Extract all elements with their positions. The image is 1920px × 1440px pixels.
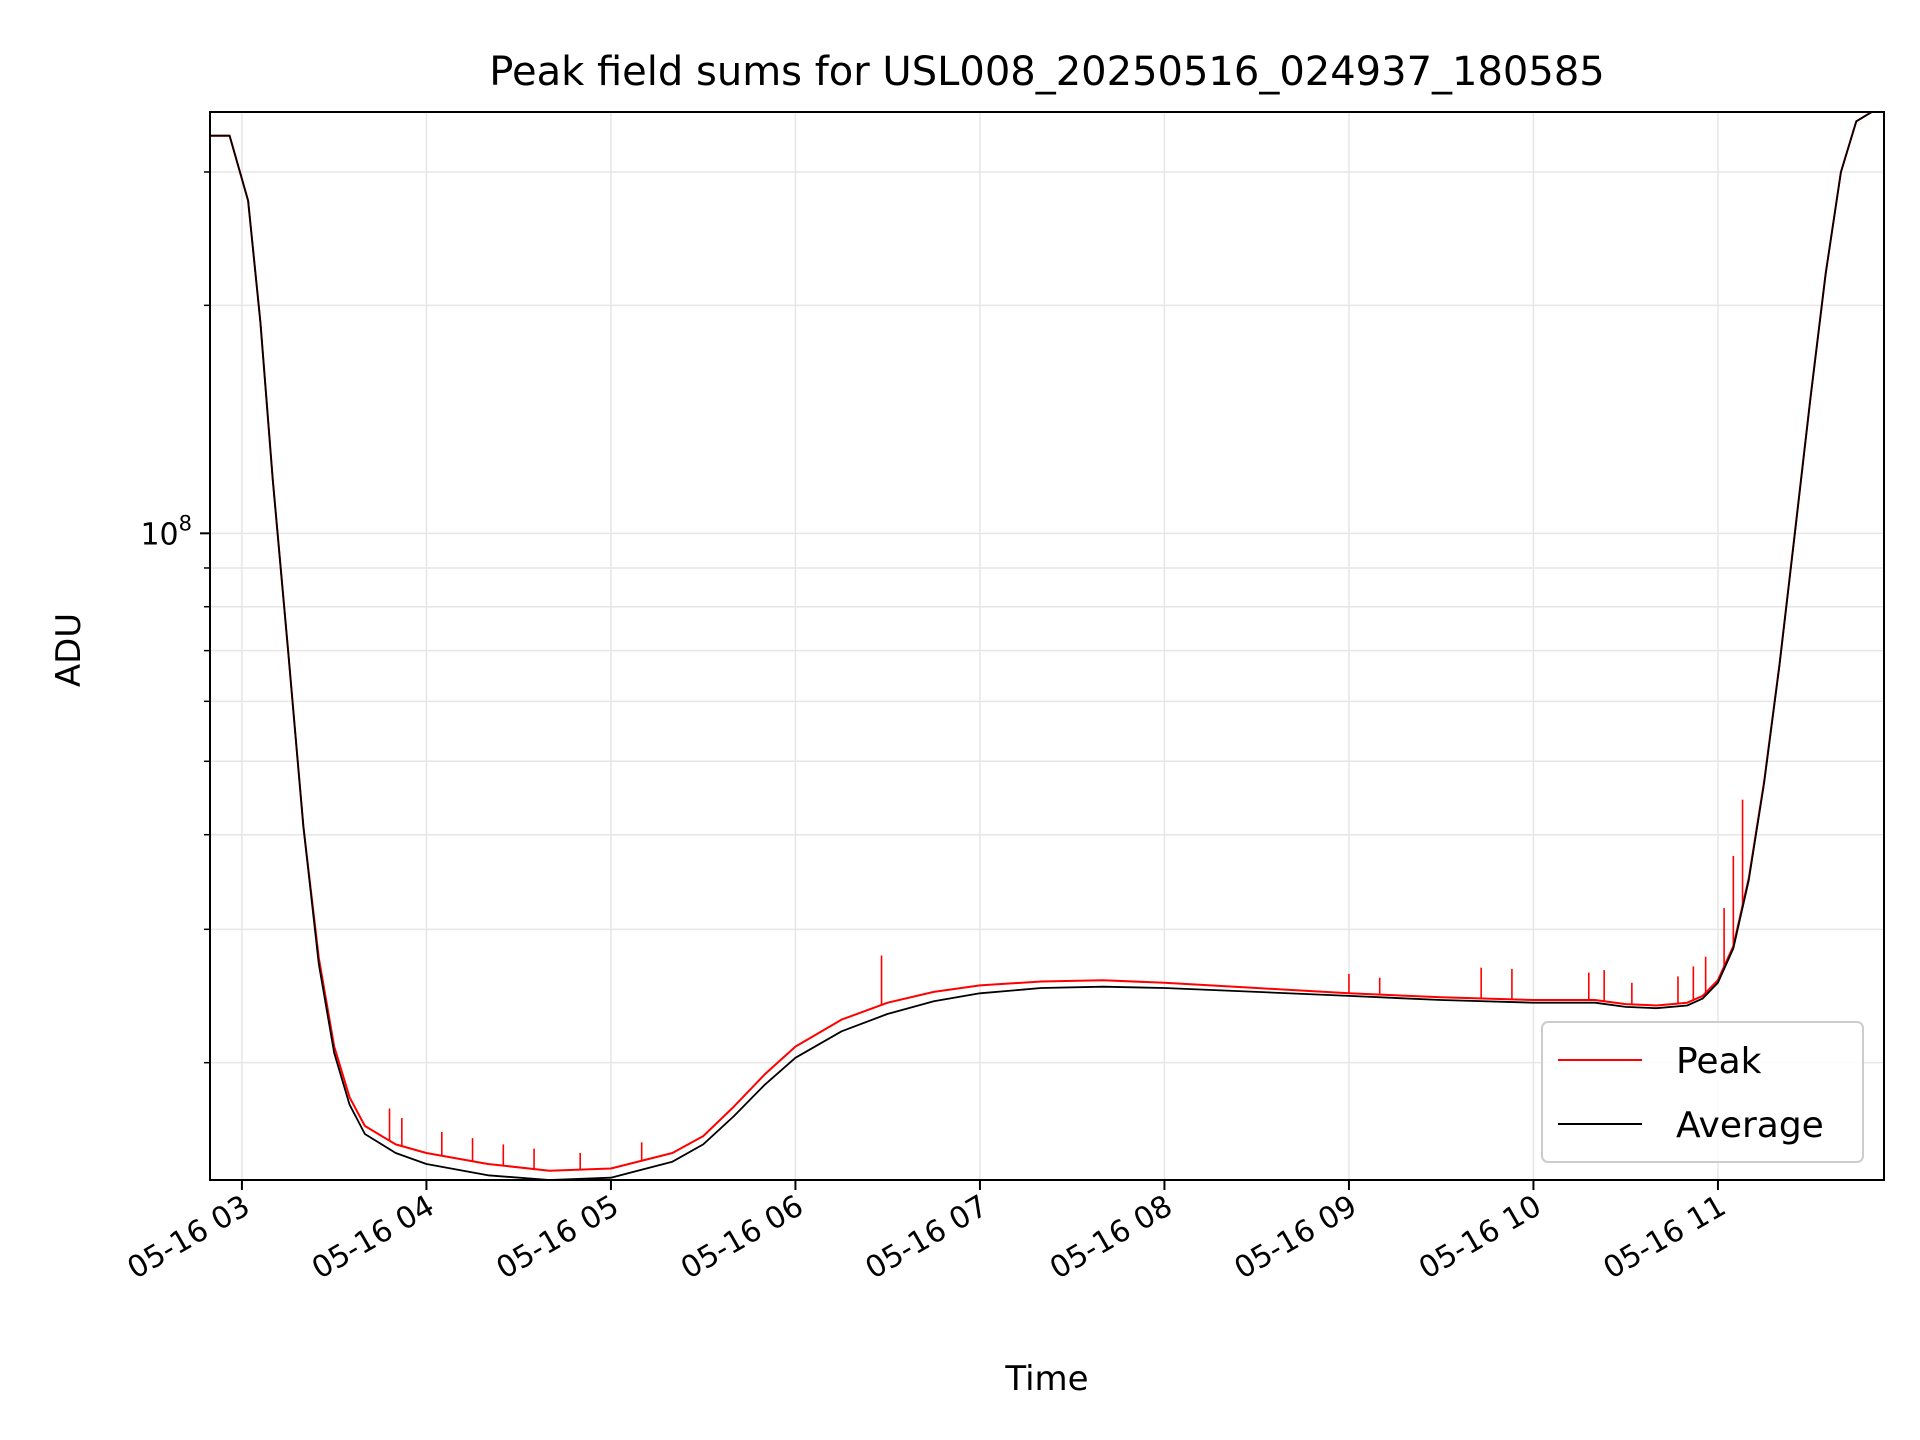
y-tick-label: 108 [140,511,192,552]
legend: Peak Average [1541,1021,1864,1163]
grid [210,112,1884,1180]
legend-label-average: Average [1676,1105,1824,1146]
legend-label-peak: Peak [1676,1041,1762,1082]
chart-title: Peak field sums for USL008_20250516_0249… [489,49,1604,95]
axes-frame [209,111,1885,1181]
plot-area [210,112,1884,1180]
series-line-average [210,112,1884,1180]
x-axis-title: Time [1004,1359,1088,1399]
legend-box [1541,1021,1864,1163]
y-axis-title: ADU [49,613,89,687]
